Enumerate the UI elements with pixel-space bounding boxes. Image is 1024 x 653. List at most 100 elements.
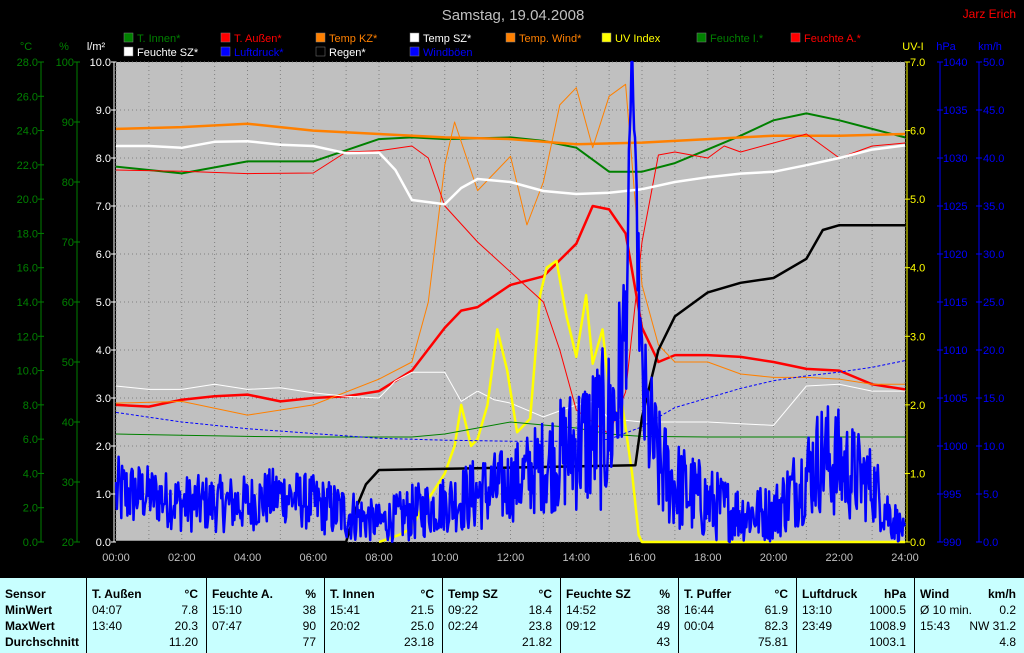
summary-cell: 11.20	[168, 635, 198, 649]
series-line	[116, 223, 905, 544]
summary-cell: °C	[774, 587, 788, 601]
series-line	[116, 139, 906, 206]
axis-tick-label: 50	[62, 357, 74, 369]
summary-column: T. Innen °C 15:41 21.5 20:02 25.0 23.18	[324, 578, 442, 653]
summary-table: Sensor MinWert MaxWert Durchschnitt T. Außen…	[0, 578, 1024, 653]
legend-swatch	[315, 32, 326, 43]
axis-tick-label: 14.0	[17, 297, 38, 309]
summary-cell: 18.4	[528, 603, 552, 617]
axis-tick-label: 5.0	[910, 194, 925, 206]
summary-cell: °C	[184, 587, 198, 601]
summary-cell: T. Puffer	[684, 587, 732, 601]
series-line	[115, 122, 906, 146]
time-tick-label: 02:00	[168, 552, 196, 564]
axis-tick-label: 1035	[943, 105, 967, 117]
axis-tick-label: 1.0	[96, 489, 111, 501]
summary-cell: 49	[656, 619, 670, 633]
axis-tick-label: 6.0	[23, 434, 38, 446]
legend-swatch	[220, 46, 231, 57]
axis-tick-label: 1030	[943, 153, 967, 165]
axis-tick-label: 10.0	[17, 366, 38, 378]
axis-tick-label: 1005	[943, 393, 967, 405]
time-tick-label: 22:00	[825, 552, 853, 564]
summary-cell: Wind	[920, 587, 950, 601]
summary-cell: 09:12	[566, 619, 597, 633]
summary-cell: Sensor	[5, 587, 46, 601]
summary-cell: Feuchte A.	[212, 587, 273, 601]
legend-label: T. Außen*	[234, 33, 282, 45]
axis-tick-label: 990	[943, 537, 961, 549]
legend-label: Temp KZ*	[329, 33, 378, 45]
legend-swatch	[790, 32, 801, 43]
summary-column: T. Puffer °C 16:44 61.9 00:04 82.3 75.81	[678, 578, 796, 653]
summary-column: Temp SZ °C 09:22 18.4 02:24 23.8 21.82	[442, 578, 560, 653]
summary-cell: 13:40	[92, 619, 123, 633]
axis-tick-label: 4.0	[23, 468, 38, 480]
axis-tick-label: 6.0	[96, 249, 111, 261]
axis-tick-label: 20.0	[983, 345, 1004, 357]
summary-cell: 23.8	[528, 619, 552, 633]
axis-unit: UV-I	[902, 41, 923, 53]
summary-column: Luftdruck hPa 13:10 1000.5 23:49 1008.9 1003.1	[796, 578, 914, 653]
summary-cell: 1003.1	[869, 635, 906, 649]
series-line	[115, 360, 906, 442]
summary-cell: 21.82	[521, 635, 552, 649]
axis-tick-label: 2.0	[910, 400, 925, 412]
summary-cell: 75.81	[757, 635, 788, 649]
time-axis: 00:00 02:00 04:00 06:00 08:00 10:00 12:00 14:00…	[102, 552, 919, 564]
summary-cell: 1008.9	[869, 619, 906, 633]
summary-cell: Ø 10 min.	[920, 603, 973, 617]
axis-tick-label: 5.0	[983, 489, 998, 501]
time-tick-label: 00:00	[102, 552, 130, 564]
axis-tick-label: 100	[56, 57, 74, 69]
summary-cell: T. Außen	[92, 587, 142, 601]
axis-unit: km/h	[978, 41, 1002, 53]
axis-tick-label: 20	[62, 537, 74, 549]
time-tick-label: 20:00	[760, 552, 788, 564]
axis-tick-label: 2.0	[23, 503, 38, 515]
summary-cell: 04:07	[92, 603, 123, 617]
summary-cell: 7.8	[181, 603, 198, 617]
legend-label: Windböen	[423, 47, 473, 59]
axis-tick-label: 4.0	[910, 263, 925, 275]
legend-label: Feuchte A.*	[804, 33, 862, 45]
summary-cell: 61.9	[764, 603, 788, 617]
summary-column: Feuchte A.% 15:10 38 07:47 90 77	[206, 578, 324, 653]
summary-cell: 43	[656, 635, 670, 649]
summary-cell: 25.0	[410, 619, 434, 633]
summary-cell: Durchschnitt	[5, 635, 80, 649]
time-tick-label: 18:00	[694, 552, 722, 564]
legend-label: Luftdruck*	[234, 47, 284, 59]
axis-tick-label: 995	[943, 489, 961, 501]
axis-tick-label: 5.0	[96, 297, 111, 309]
series-line	[115, 421, 905, 438]
axis-tick-label: 0.0	[23, 537, 38, 549]
axis-tick-label: 15.0	[983, 393, 1004, 405]
summary-cell: 38	[302, 603, 316, 617]
summary-cell: NW 31.2	[969, 619, 1016, 633]
time-tick-label: 24:00	[891, 552, 919, 564]
axis-tick-label: 30.0	[983, 249, 1004, 261]
summary-cell: MinWert	[5, 603, 53, 617]
summary-cell: 15:43	[920, 619, 951, 633]
axis-tick-label: 25.0	[983, 297, 1004, 309]
summary-cell: MaxWert	[5, 619, 55, 633]
summary-column: Sensor MinWert MaxWert Durchschnitt	[0, 578, 86, 653]
summary-cell: 02:24	[448, 619, 479, 633]
axis-tick-label: 2.0	[96, 441, 111, 453]
axis-tick-label: 10.0	[90, 57, 111, 69]
chart-legend: T. Innen* T. Außen* Temp KZ* Temp SZ* Temp. …	[123, 32, 862, 59]
axis-tick-label: 60	[62, 297, 74, 309]
summary-cell: °C	[420, 587, 434, 601]
summary-cell: 13:10	[802, 603, 833, 617]
axis-tick-label: 8.0	[96, 153, 111, 165]
axis-tick-label: 20.0	[17, 194, 38, 206]
summary-cell: 16:44	[684, 603, 715, 617]
axis-unit: °C	[20, 41, 32, 53]
author-label: Jarz Erich	[963, 7, 1016, 21]
axis-tick-label: 1.0	[910, 468, 925, 480]
legend-label: Temp. Wind*	[519, 33, 582, 45]
axis-tick-label: 9.0	[96, 105, 111, 117]
summary-cell: 0.2	[999, 603, 1016, 617]
legend-swatch	[409, 32, 420, 43]
